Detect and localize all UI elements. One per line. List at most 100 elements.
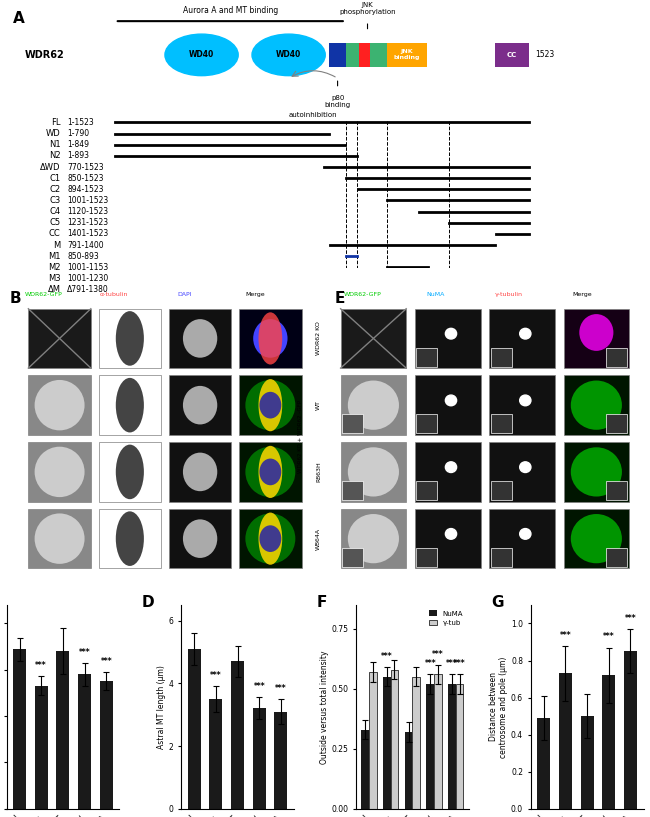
FancyBboxPatch shape <box>491 481 512 500</box>
FancyBboxPatch shape <box>491 548 512 567</box>
Text: ***: *** <box>454 659 465 668</box>
Ellipse shape <box>183 453 217 491</box>
Ellipse shape <box>183 319 217 358</box>
FancyBboxPatch shape <box>606 548 627 567</box>
Circle shape <box>445 328 456 339</box>
Bar <box>405 732 412 809</box>
FancyBboxPatch shape <box>341 376 406 435</box>
Text: 1120-1523: 1120-1523 <box>67 208 108 217</box>
FancyBboxPatch shape <box>342 414 363 433</box>
Text: CC: CC <box>49 230 60 239</box>
FancyBboxPatch shape <box>341 442 406 502</box>
Text: ***: *** <box>432 650 444 659</box>
Text: Merge: Merge <box>245 292 265 297</box>
Text: 770-1523: 770-1523 <box>67 163 103 172</box>
FancyBboxPatch shape <box>495 42 529 67</box>
Bar <box>361 730 369 809</box>
FancyBboxPatch shape <box>489 376 555 435</box>
Text: FL: FL <box>51 118 60 127</box>
Ellipse shape <box>259 525 281 552</box>
FancyBboxPatch shape <box>239 509 302 569</box>
Y-axis label: Astral MT length (μm): Astral MT length (μm) <box>157 665 166 749</box>
FancyBboxPatch shape <box>342 481 363 500</box>
Circle shape <box>520 328 531 339</box>
Ellipse shape <box>252 34 325 76</box>
Ellipse shape <box>259 512 282 565</box>
Bar <box>383 676 391 809</box>
Ellipse shape <box>579 314 614 350</box>
Ellipse shape <box>246 380 295 431</box>
Text: 1523: 1523 <box>535 51 554 60</box>
FancyBboxPatch shape <box>387 42 427 67</box>
Ellipse shape <box>254 319 287 358</box>
Text: N2: N2 <box>49 151 60 160</box>
Text: W864A: W864A <box>317 528 321 550</box>
FancyBboxPatch shape <box>415 442 480 502</box>
FancyBboxPatch shape <box>29 442 91 502</box>
Text: ***: *** <box>603 632 615 641</box>
Ellipse shape <box>348 514 399 563</box>
Text: γ-tubulin: γ-tubulin <box>495 292 523 297</box>
Text: M1: M1 <box>48 252 60 261</box>
Text: C5: C5 <box>49 218 60 227</box>
Ellipse shape <box>259 458 281 485</box>
Text: ***: *** <box>625 614 636 623</box>
Text: 1-893: 1-893 <box>67 151 89 160</box>
Ellipse shape <box>34 380 84 431</box>
Text: WT: WT <box>317 400 321 410</box>
FancyBboxPatch shape <box>564 509 629 569</box>
FancyBboxPatch shape <box>346 42 387 67</box>
FancyBboxPatch shape <box>99 309 161 368</box>
Bar <box>57 651 70 809</box>
Ellipse shape <box>116 311 144 366</box>
FancyBboxPatch shape <box>606 414 627 433</box>
Text: WDR62 KO + WDR62 -GFP: WDR62 KO + WDR62 -GFP <box>298 400 302 473</box>
FancyBboxPatch shape <box>606 481 627 500</box>
Text: 1001-1153: 1001-1153 <box>67 263 109 272</box>
Text: M2: M2 <box>48 263 60 272</box>
Text: NuMA: NuMA <box>426 292 445 297</box>
Ellipse shape <box>246 513 295 564</box>
Ellipse shape <box>116 511 144 566</box>
Text: 1001-1523: 1001-1523 <box>67 196 109 205</box>
FancyBboxPatch shape <box>489 309 555 368</box>
Text: 850-893: 850-893 <box>67 252 99 261</box>
FancyBboxPatch shape <box>415 509 480 569</box>
Text: autoinhibition: autoinhibition <box>289 112 337 118</box>
Circle shape <box>520 395 531 406</box>
Bar <box>209 699 222 809</box>
Text: ***: *** <box>381 652 393 661</box>
Bar <box>13 650 26 809</box>
Ellipse shape <box>571 447 622 497</box>
FancyBboxPatch shape <box>342 548 363 567</box>
Text: Aurora A and MT binding: Aurora A and MT binding <box>183 6 278 15</box>
Bar <box>188 649 201 809</box>
Text: E: E <box>334 291 345 306</box>
FancyBboxPatch shape <box>29 509 91 569</box>
FancyBboxPatch shape <box>169 376 231 435</box>
FancyBboxPatch shape <box>489 509 555 569</box>
Y-axis label: Distance between
centrosome and pole (μm): Distance between centrosome and pole (μm… <box>489 656 508 757</box>
FancyBboxPatch shape <box>359 42 370 67</box>
FancyBboxPatch shape <box>491 414 512 433</box>
Ellipse shape <box>34 447 84 497</box>
FancyBboxPatch shape <box>564 309 629 368</box>
Circle shape <box>520 462 531 472</box>
Text: 1-790: 1-790 <box>67 129 89 138</box>
Ellipse shape <box>348 447 399 497</box>
Text: JNK
phosphorylation: JNK phosphorylation <box>339 2 396 15</box>
Circle shape <box>445 395 456 406</box>
FancyBboxPatch shape <box>606 347 627 367</box>
FancyBboxPatch shape <box>415 309 480 368</box>
Y-axis label: Outside versus total intensity: Outside versus total intensity <box>320 650 329 764</box>
Bar <box>99 681 112 809</box>
Text: WD40: WD40 <box>189 51 214 60</box>
Text: F: F <box>317 595 327 609</box>
Ellipse shape <box>259 379 282 431</box>
Bar <box>369 672 376 809</box>
Ellipse shape <box>165 34 238 76</box>
FancyBboxPatch shape <box>169 509 231 569</box>
Text: 1-1523: 1-1523 <box>67 118 94 127</box>
FancyBboxPatch shape <box>417 481 437 500</box>
Text: G: G <box>491 595 504 609</box>
